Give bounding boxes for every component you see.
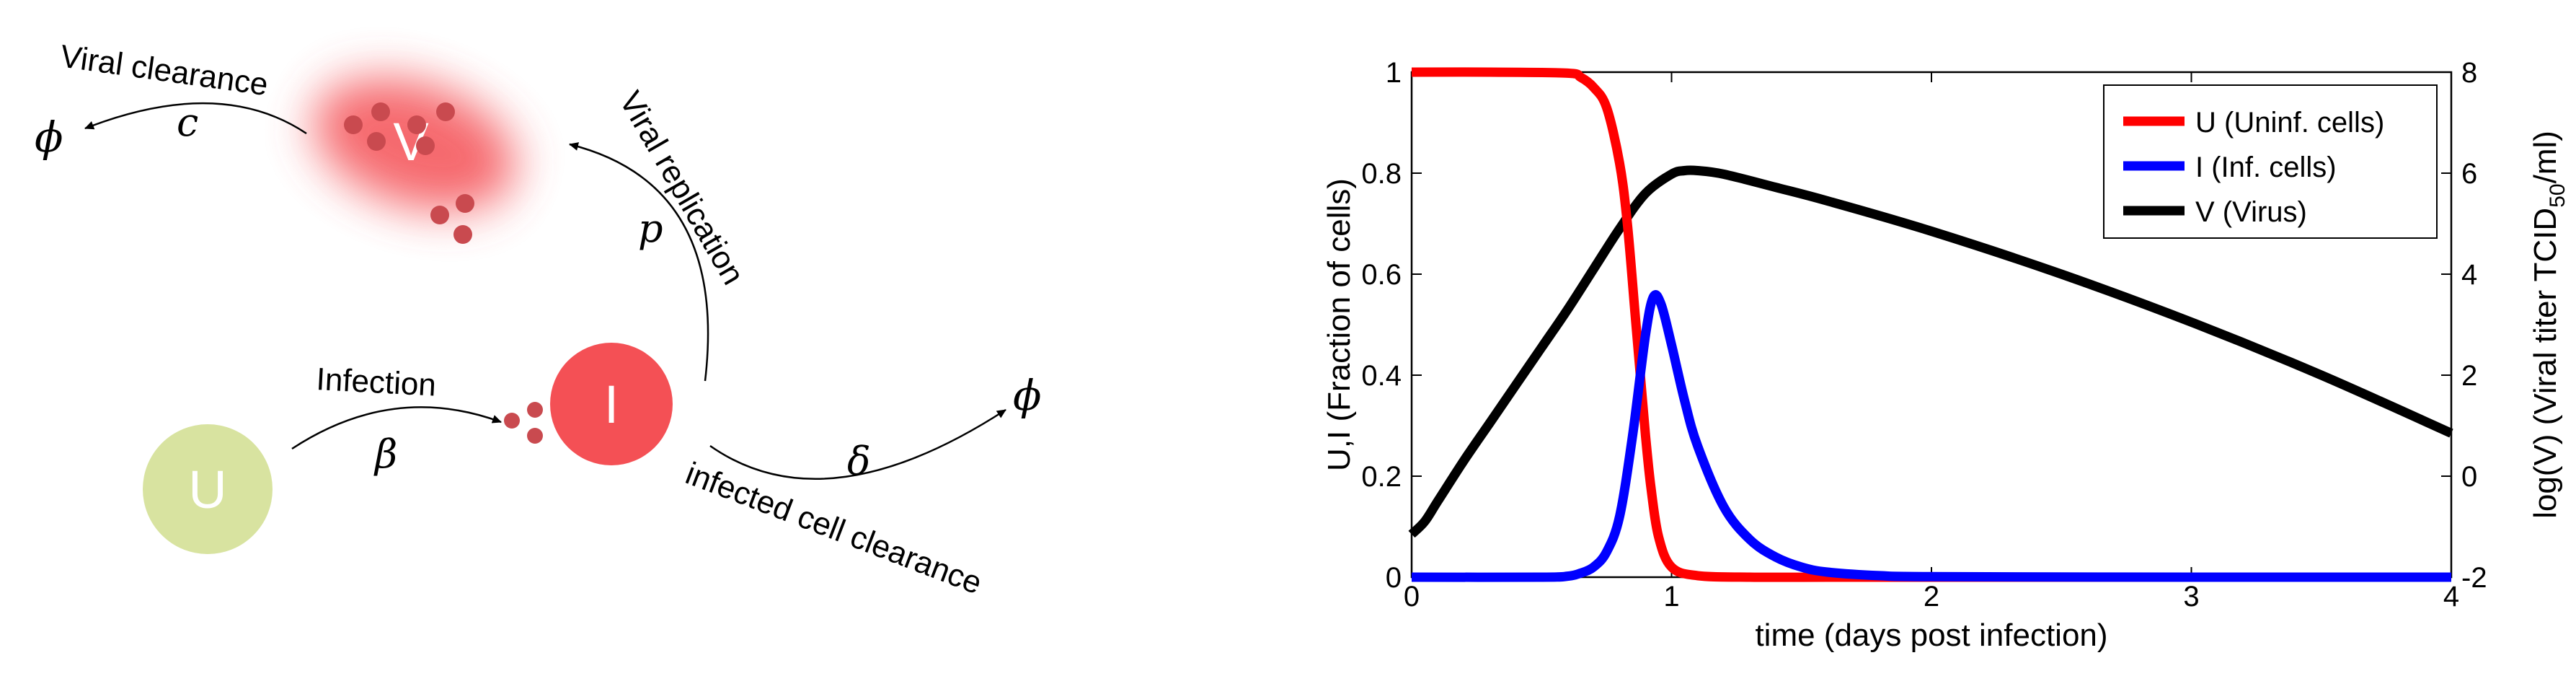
y-tick-label: 0.4 xyxy=(1361,360,1402,392)
y-tick-label: 0.8 xyxy=(1361,158,1402,190)
y2-tick-label: 0 xyxy=(2461,461,2477,493)
virus-particle xyxy=(504,413,520,429)
phi-symbol-right: ϕ xyxy=(1013,371,1042,420)
series-line-v-virus xyxy=(1408,165,2453,538)
uninfected-node-label: U xyxy=(188,460,226,519)
x-axis-label: time (days post infection) xyxy=(1755,618,2107,653)
viral-replication-label: Viral replication xyxy=(612,86,751,291)
infection-rate-beta: β xyxy=(373,431,397,477)
infected-cell-clearance-arrow xyxy=(709,408,1006,480)
infection-model-diagram: V I U Viral clearance Vira xyxy=(35,38,1042,601)
virus-particle xyxy=(456,194,474,213)
virus-particle xyxy=(344,115,363,134)
virus-particle xyxy=(436,102,455,121)
virus-particles xyxy=(344,102,474,244)
x-tick-label: 0 xyxy=(1404,581,1420,613)
x-tick-label: 3 xyxy=(2183,581,2199,613)
infected-node xyxy=(550,343,673,465)
x-tick-label: 2 xyxy=(1924,581,1939,613)
y2-tick-label: 6 xyxy=(2461,158,2477,190)
clearance-rate-delta: δ xyxy=(847,439,871,484)
virus-node-glow xyxy=(313,77,516,211)
y2-tick-label: 4 xyxy=(2461,259,2477,291)
viral-clearance-label: Viral clearance xyxy=(58,38,270,102)
uninfected-node xyxy=(143,424,273,554)
virus-particle xyxy=(453,225,472,244)
virus-particle xyxy=(430,206,449,224)
y-tick-label: 0 xyxy=(1386,562,1402,594)
clearance-rate-c: c xyxy=(177,100,198,145)
y-tick-label: 0.2 xyxy=(1361,461,1402,493)
series-line-i-inf-cells xyxy=(1411,290,2452,582)
legend-label-v: V (Virus) xyxy=(2195,196,2307,228)
y2-tick-label: 8 xyxy=(2461,57,2477,89)
y2-tick-label: -2 xyxy=(2461,562,2487,594)
y-tick-label: 0.6 xyxy=(1361,259,1402,291)
infection-label: Infection xyxy=(315,361,437,403)
virus-particle xyxy=(407,115,426,134)
virus-particle xyxy=(367,132,386,151)
replication-rate-p: p xyxy=(638,206,663,251)
y-tick-label: 1 xyxy=(1386,57,1402,89)
virus-particle xyxy=(527,428,543,444)
legend-label-i: I (Inf. cells) xyxy=(2195,152,2337,183)
y2-axis-label: log(V) (Viral titer TCID50/ml) xyxy=(2528,131,2570,519)
legend-label-u: U (Uninf. cells) xyxy=(2195,107,2384,139)
viral-clearance-arrow xyxy=(84,102,307,135)
legend: U (Uninf. cells) I (Inf. cells) V (Virus… xyxy=(2103,84,2438,239)
virus-particle xyxy=(371,102,390,121)
viral-replication-arrow xyxy=(569,142,709,382)
virus-particle xyxy=(416,136,435,155)
infection-arrow xyxy=(291,406,502,450)
phi-symbol-left: ϕ xyxy=(35,113,63,162)
y2-tick-label: 2 xyxy=(2461,360,2477,392)
infection-particles xyxy=(504,402,543,444)
virus-particle xyxy=(527,402,543,418)
infected-node-label: I xyxy=(604,374,619,434)
tick-labels: 0 1 2 3 4 0 0.2 0.4 0.6 0.8 1 -2 0 2 4 6 8 xyxy=(1361,57,2487,613)
y-axis-label: U,I (Fraction of cells) xyxy=(1322,178,1357,471)
viral-dynamics-chart: 0 1 2 3 4 0 0.2 0.4 0.6 0.8 1 -2 0 2 4 6 8 time (days po… xyxy=(1322,57,2570,653)
x-tick-label: 1 xyxy=(1663,581,1679,613)
series-lines xyxy=(1408,67,2453,582)
x-tick-label: 4 xyxy=(2443,581,2459,613)
